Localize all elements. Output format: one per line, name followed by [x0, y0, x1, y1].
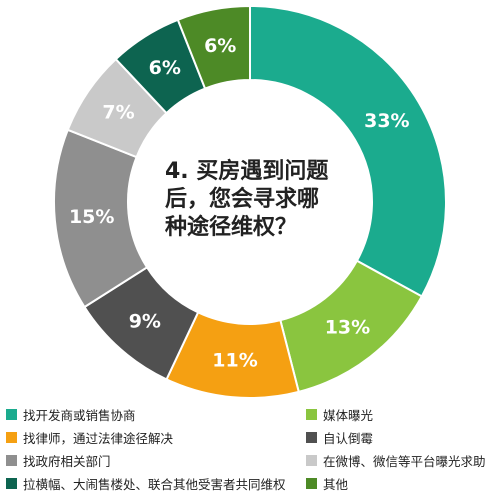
- legend-swatch: [6, 408, 17, 420]
- legend-item-government: 找政府相关部门: [6, 451, 111, 469]
- legend-label: 找律师，通过法律途径解决: [23, 430, 174, 446]
- legend-label: 找开发商或销售协商: [23, 407, 136, 423]
- slice-value-label-1: 13%: [325, 317, 370, 339]
- legend-item-lawyer: 找律师，通过法律途径解决: [6, 428, 173, 446]
- chart-title-line-3: 种途径维权？: [165, 215, 298, 240]
- slice-value-label-2: 11%: [212, 349, 257, 371]
- legend-swatch: [6, 477, 17, 489]
- donut-slice-7: [176, 4, 251, 90]
- slice-value-label-7: 6%: [204, 35, 236, 57]
- legend-label: 拉横幅、大闹售楼处、联合其他受害者共同维权: [23, 476, 286, 492]
- legend-swatch: [6, 454, 17, 466]
- chart-title-line-1: 4. 买房遇到问题: [165, 159, 329, 184]
- legend-label: 在微博、微信等平台曝光求助: [323, 453, 486, 469]
- slice-value-label-4: 15%: [69, 206, 114, 228]
- chart-title: 4. 买房遇到问题 后，您会寻求哪 种途径维权？: [165, 158, 355, 242]
- legend-swatch: [6, 431, 17, 443]
- legend-swatch: [306, 454, 317, 466]
- legend-item-media: 媒体曝光: [306, 405, 373, 423]
- donut-chart: 33% 13% 11% 9% 15% 7% 6% 6%: [53, 4, 447, 399]
- donut-slice-0: [249, 4, 447, 298]
- legend-item-developer: 找开发商或销售协商: [6, 405, 136, 423]
- legend-label: 找政府相关部门: [23, 453, 111, 469]
- chart-title-line-2: 后，您会寻求哪: [165, 187, 320, 212]
- legend-item-bad-luck: 自认倒霉: [306, 428, 373, 446]
- legend-item-other: 其他: [306, 474, 348, 492]
- slice-value-label-6: 6%: [149, 57, 181, 79]
- legend-swatch: [306, 408, 317, 420]
- slice-value-label-0: 33%: [364, 110, 409, 132]
- slice-value-label-3: 9%: [129, 310, 161, 332]
- legend-label: 其他: [323, 476, 349, 492]
- slice-value-label-5: 7%: [102, 102, 134, 124]
- legend-swatch: [306, 431, 317, 443]
- legend-item-protest: 拉横幅、大闹售楼处、联合其他受害者共同维权: [6, 474, 286, 492]
- legend-label: 自认倒霉: [323, 430, 374, 446]
- legend-swatch: [306, 477, 317, 489]
- legend-label: 媒体曝光: [323, 407, 374, 423]
- legend-item-social-media: 在微博、微信等平台曝光求助: [306, 451, 486, 469]
